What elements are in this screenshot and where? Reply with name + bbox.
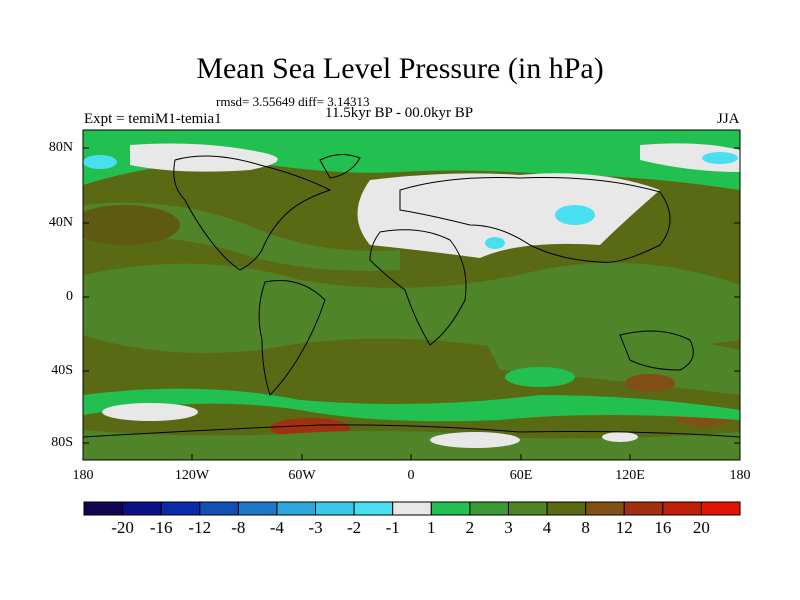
- colorbar-label: 2: [465, 518, 475, 537]
- colorbar-label: 4: [542, 518, 552, 537]
- colorbar-swatch: [430, 501, 471, 516]
- field-patch-pacific: [83, 205, 180, 245]
- field-patch-southern: [625, 374, 675, 392]
- colorbar-swatch: [662, 501, 702, 516]
- colorbar-label: 1: [427, 518, 436, 537]
- colorbar-label: 12: [615, 518, 633, 537]
- season-label: JJA: [717, 111, 740, 127]
- colorbar-swatch: [83, 501, 124, 516]
- colorbar-swatch: [353, 501, 394, 516]
- field-patch-white-antarctica-2: [602, 432, 638, 442]
- field-patch-white-antarctica: [430, 432, 520, 448]
- lon-label-0: 0: [407, 468, 415, 483]
- lon-label-120w: 120W: [174, 468, 210, 483]
- lat-label-80s: 80S: [51, 435, 73, 450]
- experiment-label: Expt = temiM1-temia1: [84, 111, 222, 127]
- map-field: [83, 130, 740, 460]
- colorbar-swatch: [507, 501, 548, 516]
- field-patch-cyan-arctic: [83, 155, 117, 169]
- colorbar-swatch: [623, 501, 664, 516]
- period-label: 11.5kyr BP - 00.0kyr BP: [325, 105, 474, 121]
- colorbar-label: -20: [111, 518, 134, 537]
- field-patch-cyan-eurasia: [555, 205, 595, 225]
- lat-label-40n: 40N: [48, 215, 73, 230]
- field-patch-white-arctic-1: [130, 143, 278, 172]
- page-title: Mean Sea Level Pressure (in hPa): [196, 52, 604, 85]
- axis-ticks: [82, 147, 741, 460]
- lon-label-60e: 60E: [509, 468, 533, 483]
- colorbar-label: 3: [504, 518, 513, 537]
- colorbar-swatch: [199, 501, 239, 516]
- field-band-southern-ocean: [83, 388, 740, 422]
- colorbar-label: -4: [269, 518, 285, 537]
- colorbar-swatch: [392, 501, 432, 516]
- lat-label-40s: 40S: [51, 363, 73, 378]
- colorbar: [83, 501, 741, 516]
- stats-text: rmsd= 3.55649 diff= 3.14313: [216, 94, 370, 109]
- colorbar-label: -3: [308, 518, 323, 537]
- lon-label-120e: 120E: [615, 468, 645, 483]
- colorbar-label: 8: [581, 518, 590, 537]
- colorbar-label: -1: [385, 518, 400, 537]
- lon-label-180w: 180: [72, 468, 94, 483]
- field-patch-white-arctic-2: [640, 143, 740, 172]
- field-patch-white-sw: [102, 403, 198, 421]
- colorbar-label: 20: [692, 518, 710, 537]
- coastlines: [83, 154, 740, 438]
- colorbar-swatch: [276, 501, 317, 516]
- colorbar-swatch: [700, 501, 741, 516]
- colorbar-label: -8: [231, 518, 246, 537]
- field-patch-cyan-arctic-2: [702, 152, 738, 164]
- field-patch-cyan-arabia: [485, 237, 505, 249]
- lat-label-80n: 80N: [48, 140, 73, 155]
- colorbar-swatch: [315, 501, 355, 516]
- colorbar-swatch: [585, 501, 625, 516]
- field-band-antarctica: [83, 430, 740, 460]
- field-patch-white-eurasia: [357, 173, 660, 258]
- colorbar-swatch: [546, 501, 587, 516]
- colorbar-swatch: [469, 501, 509, 516]
- lon-label-60w: 60W: [288, 468, 316, 483]
- lon-label-180e: 180: [729, 468, 751, 483]
- colorbar-swatch: [160, 501, 201, 516]
- field-patch-green-s: [505, 367, 575, 387]
- field-band-south: [480, 327, 740, 395]
- colorbar-swatch: [237, 501, 278, 516]
- colorbar-label: -16: [149, 518, 173, 537]
- colorbar-swatch: [122, 501, 162, 516]
- colorbar-label: -2: [347, 518, 362, 537]
- colorbar-label: -12: [188, 518, 212, 537]
- colorbar-label: 16: [654, 518, 672, 537]
- lat-label-0: 0: [66, 289, 73, 304]
